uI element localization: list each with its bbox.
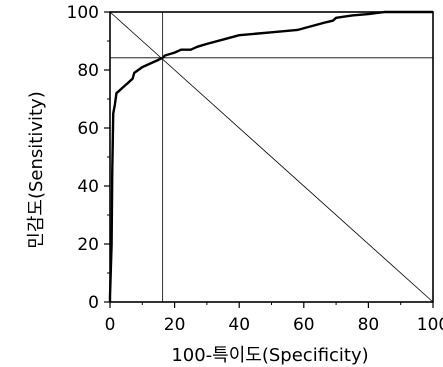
x-tick-label: 0 [105, 315, 116, 335]
plot-area [108, 10, 434, 303]
x-tick-label: 60 [293, 315, 315, 335]
y-tick-label: 100 [67, 3, 99, 23]
y-tick-label: 60 [77, 119, 99, 139]
y-tick-label: 20 [77, 235, 99, 255]
x-axis-label: 100-특이도(Specificity) [171, 345, 368, 366]
x-axis: 0 20 40 60 80 100 [105, 302, 443, 335]
x-tick-label: 100 [417, 315, 443, 335]
y-tick-label: 0 [88, 293, 99, 313]
y-axis-label: 민감도(Sensitivity) [26, 91, 47, 248]
x-tick-label: 40 [228, 315, 250, 335]
x-tick-label: 20 [164, 315, 186, 335]
x-tick-label: 80 [358, 315, 380, 335]
roc-curve-line [108, 10, 433, 302]
reference-diagonal-line [109, 11, 434, 303]
y-axis: 0 20 40 60 80 100 [67, 3, 110, 313]
y-tick-label: 40 [77, 177, 99, 197]
y-tick-label: 80 [77, 61, 99, 81]
